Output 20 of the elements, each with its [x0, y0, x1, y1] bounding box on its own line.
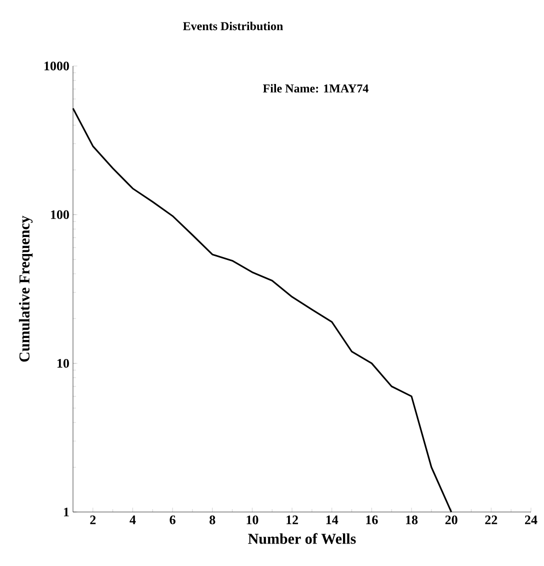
- y-tick-label: 100: [51, 210, 69, 220]
- x-tick-label: 24: [525, 516, 538, 524]
- x-axis-title: Number of Wells: [248, 533, 356, 544]
- annotation: File Name: 1MAY74: [263, 84, 368, 93]
- x-tick-label: 14: [326, 516, 338, 524]
- x-tick-label: 16: [366, 516, 378, 524]
- x-tick-label: 12: [286, 516, 298, 524]
- x-tick-label: 22: [485, 516, 498, 524]
- chart-title: Events Distribution: [183, 22, 283, 30]
- x-tick-label: 6: [170, 516, 176, 524]
- x-tick-label: 4: [130, 516, 136, 524]
- x-tick-label: 18: [406, 516, 418, 524]
- x-tick-label: 10: [246, 516, 258, 524]
- x-tick-label: 20: [445, 516, 458, 524]
- x-tick-label: 2: [90, 516, 96, 524]
- y-tick-label: 1000: [44, 62, 69, 70]
- x-tick-label: 8: [210, 516, 216, 524]
- y-axis-title: Cumulative Frequency: [18, 216, 33, 362]
- y-tick-label: 10: [58, 358, 69, 368]
- y-tick-label: 1: [64, 508, 69, 516]
